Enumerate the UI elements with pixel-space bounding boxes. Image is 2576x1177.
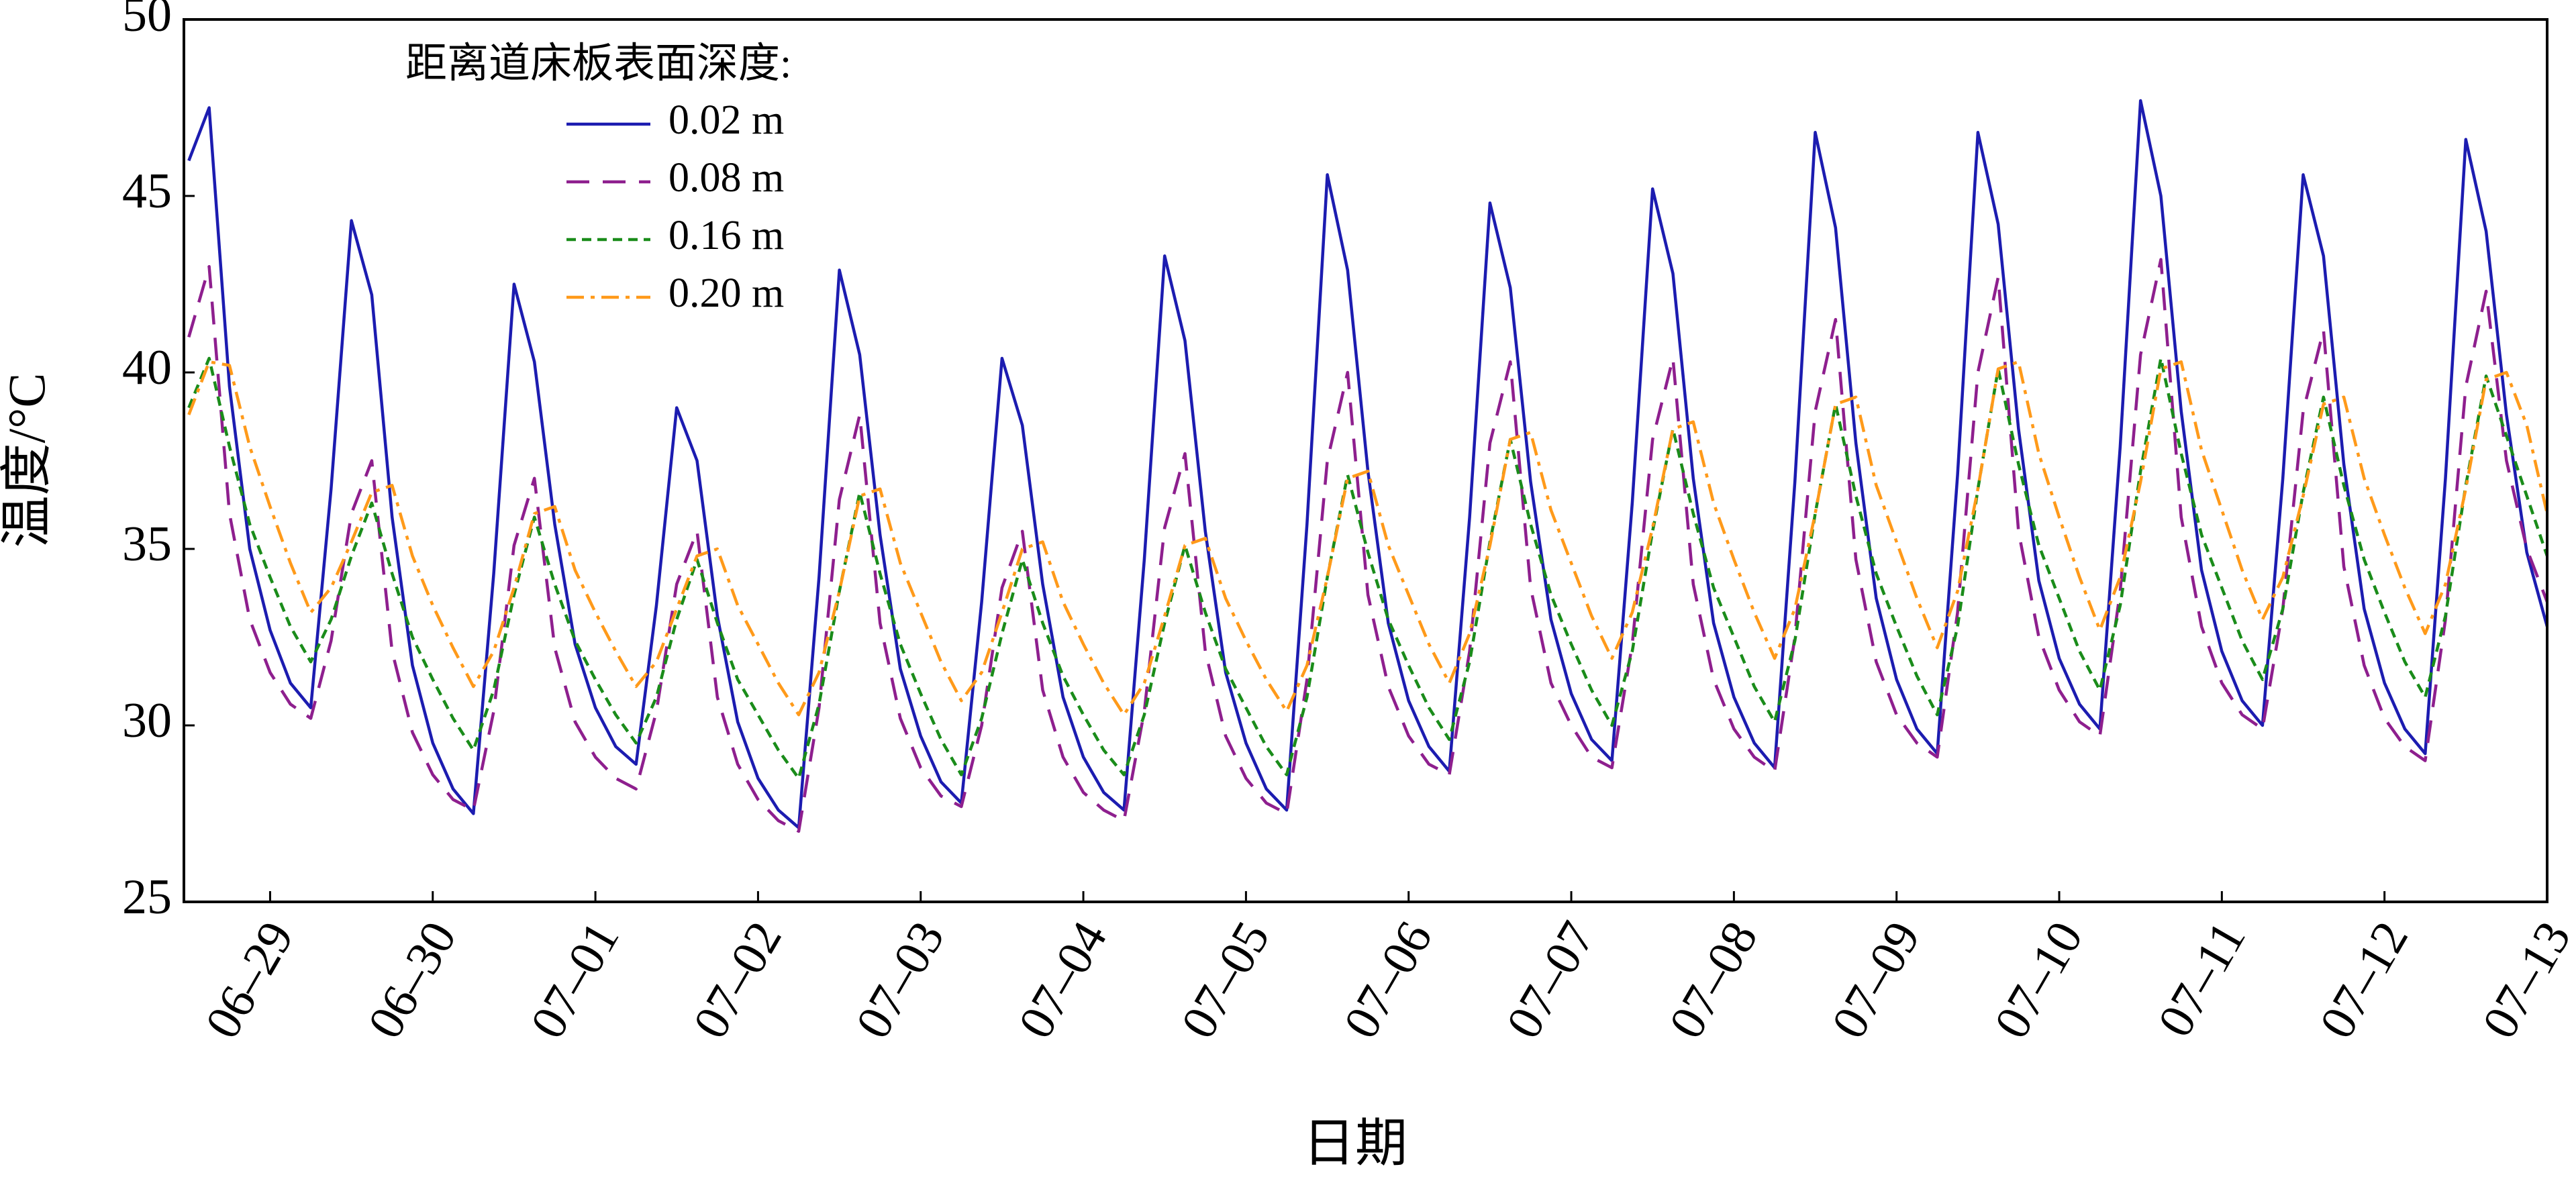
x-tick-label: 07–13: [2472, 913, 2576, 1047]
x-axis-title: 日期: [1303, 1114, 1407, 1172]
x-tick-label: 07–08: [1658, 913, 1769, 1047]
y-tick-label: 30: [122, 693, 172, 748]
y-axis-title: 温度/°C: [0, 373, 56, 548]
x-tick-label: 07–03: [846, 913, 956, 1047]
x-tick-label: 07–07: [1496, 913, 1606, 1047]
x-tick-label: 07–11: [2148, 913, 2257, 1046]
y-tick-label: 50: [122, 0, 172, 42]
y-tick-label: 45: [122, 164, 172, 219]
series-line: [187, 99, 2547, 829]
x-tick-label: 07–02: [683, 913, 793, 1047]
x-tick-label: 06–30: [358, 913, 468, 1047]
y-tick-label: 40: [122, 340, 172, 395]
legend-label: 0.16 m: [668, 213, 784, 258]
x-tick-label: 07–04: [1008, 913, 1118, 1047]
x-tick-label: 07–01: [520, 913, 630, 1047]
legend-label: 0.08 m: [668, 155, 784, 201]
y-tick-label: 25: [122, 870, 172, 925]
x-tick-label: 07–06: [1334, 913, 1444, 1047]
x-tick-label: 07–12: [2310, 913, 2420, 1047]
x-tick-label: 07–05: [1171, 913, 1281, 1047]
legend-label: 0.20 m: [668, 270, 784, 316]
series-line: [187, 356, 2547, 780]
legend: 距离道床板表面深度: 0.02 m 0.08 m 0.16 m 0.20 m: [405, 41, 791, 316]
plot-frame: [183, 18, 2548, 903]
legend-label: 0.02 m: [668, 97, 784, 143]
x-tick-label: 07–09: [1822, 913, 1932, 1047]
x-tick-label: 07–10: [1984, 913, 2094, 1047]
series-line: [187, 360, 2547, 717]
legend-title: 距离道床板表面深度:: [405, 41, 791, 87]
series-line: [187, 258, 2547, 833]
x-tick-label: 06–29: [195, 913, 305, 1047]
y-tick-label: 35: [122, 517, 172, 572]
